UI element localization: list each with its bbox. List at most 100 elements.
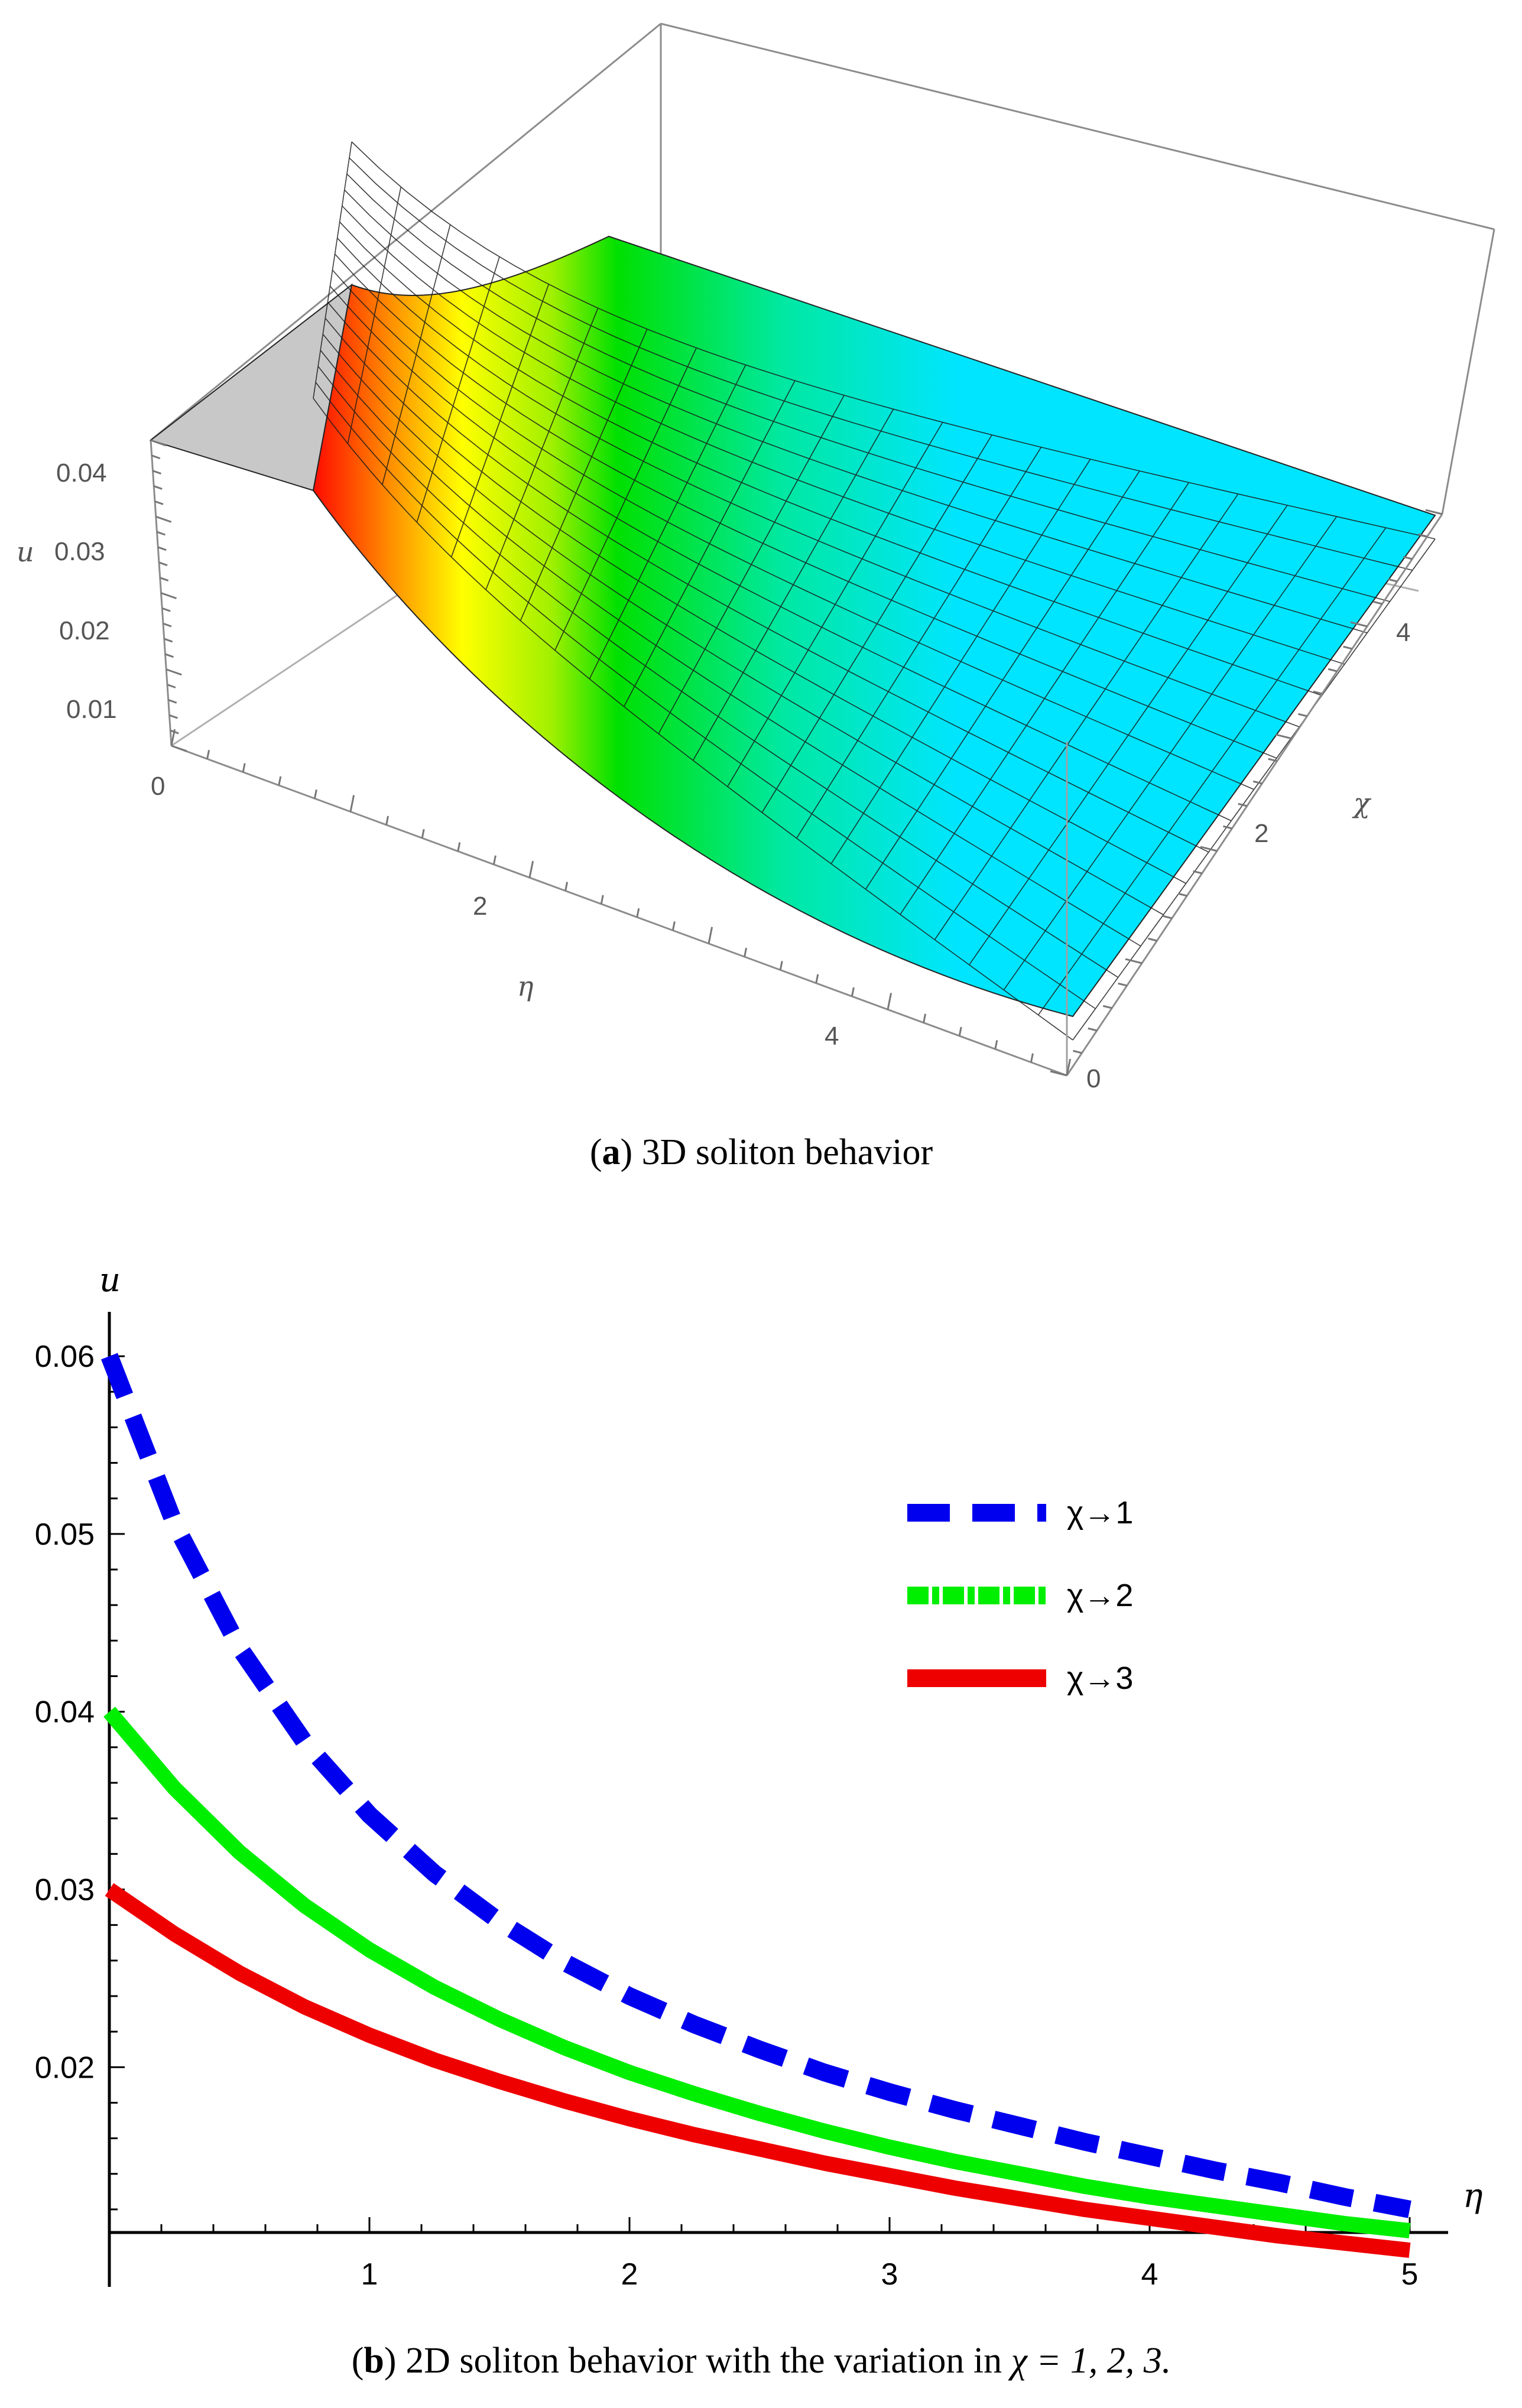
chi-tick bbox=[1313, 690, 1323, 695]
eta-tick bbox=[708, 927, 713, 944]
surface-3d bbox=[312, 235, 1436, 1018]
panel-a-caption-text: 3D soliton behavior bbox=[642, 1132, 933, 1172]
eta-tick bbox=[994, 1040, 998, 1049]
chi-tick bbox=[1177, 892, 1187, 897]
z-tick bbox=[150, 439, 167, 447]
mesh-line-chi bbox=[342, 205, 1345, 665]
panel-b-ticks bbox=[109, 1355, 1411, 2232]
chi-tick bbox=[1073, 1049, 1082, 1054]
surface-mesh-lines bbox=[313, 141, 1436, 1041]
chi-tick bbox=[1298, 713, 1307, 717]
z-tick bbox=[157, 531, 165, 536]
eta-tick bbox=[242, 763, 246, 772]
chi-tick bbox=[1418, 533, 1427, 538]
eta-tick bbox=[1066, 1058, 1072, 1076]
eta-tick bbox=[958, 1026, 962, 1036]
eta-tick bbox=[457, 842, 461, 852]
x-axis-label: η bbox=[517, 970, 534, 1002]
eta-tick bbox=[206, 750, 210, 759]
legend-label-chi3: χ→3 bbox=[1067, 1660, 1133, 1696]
chi-tick bbox=[1148, 937, 1157, 942]
z-tick bbox=[165, 668, 182, 676]
z-tick-label: 0.04 bbox=[56, 459, 107, 488]
mesh-line-chi bbox=[327, 301, 1209, 853]
eta-tick bbox=[600, 895, 604, 905]
chi-tick bbox=[1163, 915, 1173, 919]
eta-tick bbox=[815, 974, 819, 984]
chi-tick bbox=[1200, 846, 1218, 852]
z-tick bbox=[154, 500, 164, 505]
eta-tick bbox=[313, 789, 317, 799]
b-y-tick-label: 0.04 bbox=[35, 1695, 95, 1730]
mesh-line-chi bbox=[315, 382, 1096, 1009]
b-series-line-3 bbox=[105, 1883, 1411, 2258]
eta-tick bbox=[385, 815, 390, 826]
mesh-line-chi bbox=[332, 269, 1254, 790]
z-tick bbox=[161, 607, 171, 612]
b-x-tick-label: 2 bbox=[621, 2257, 638, 2292]
mesh-line-chi bbox=[324, 317, 1186, 884]
panel-a-ticks bbox=[150, 439, 1443, 1077]
z-tick bbox=[152, 470, 161, 475]
chi-tick bbox=[1223, 825, 1232, 830]
b-x-tick-label: 4 bbox=[1141, 2257, 1158, 2292]
b-y-tick-label: 0.03 bbox=[35, 1873, 95, 1907]
mesh-line-chi bbox=[351, 141, 1436, 540]
b-y-tick-label: 0.02 bbox=[35, 2050, 95, 2085]
panel-a-caption: (a) 3D soliton behavior bbox=[590, 1132, 933, 1172]
chi-tick bbox=[1193, 870, 1202, 875]
chi-tick bbox=[1373, 600, 1383, 605]
panel-b-2d-plot: 1 2 3 4 5 0.02 0.03 0.04 0.05 0.06 u η χ→1 χ→2 χ→… bbox=[35, 1261, 1483, 2381]
mesh-line-chi bbox=[320, 350, 1141, 947]
z-tick bbox=[161, 592, 177, 600]
z-tick bbox=[164, 638, 173, 643]
chi-tick bbox=[1238, 802, 1248, 807]
eta-tick bbox=[779, 961, 783, 970]
panel-b-caption-math: χ = 1, 2, 3. bbox=[1008, 2341, 1171, 2381]
z-tick bbox=[171, 745, 187, 752]
eta-tick bbox=[851, 987, 855, 997]
chi-tick bbox=[1403, 555, 1413, 560]
mesh-line-chi bbox=[313, 398, 1073, 1041]
b-y-axis-label: u bbox=[99, 1261, 121, 1299]
eta-tick bbox=[671, 921, 676, 931]
chi-tick bbox=[1125, 958, 1143, 964]
z-tick bbox=[151, 454, 161, 460]
mesh-line-chi bbox=[346, 173, 1390, 602]
eta-tick bbox=[636, 908, 640, 918]
z-tick bbox=[169, 714, 178, 719]
legend: χ→1 χ→2 χ→3 bbox=[907, 1495, 1133, 1696]
z-tick bbox=[165, 653, 174, 658]
z-tick bbox=[157, 546, 167, 551]
panel-b-axes bbox=[108, 1312, 1448, 2287]
mesh-line-chi bbox=[317, 366, 1119, 978]
panel-b-letter: b bbox=[364, 2341, 384, 2381]
chi-tick bbox=[1343, 645, 1352, 650]
z-axis-label: u bbox=[17, 536, 34, 568]
z-tick bbox=[168, 699, 177, 704]
panel-b-caption: (b) 2D soliton behavior with the variati… bbox=[352, 2341, 1171, 2381]
b-series-line-1 bbox=[101, 1353, 1411, 2218]
chi-tick bbox=[1118, 982, 1127, 987]
chi-tick bbox=[1252, 780, 1263, 785]
b-x-axis-label: η bbox=[1463, 2177, 1483, 2215]
eta-tick bbox=[923, 1013, 927, 1023]
z-tick-label: 0.02 bbox=[59, 616, 110, 645]
chi-tick bbox=[1088, 1027, 1098, 1032]
mesh-line-chi bbox=[335, 254, 1277, 759]
z-tick bbox=[160, 577, 169, 581]
mesh-line-chi bbox=[329, 285, 1232, 821]
z-tick bbox=[167, 684, 176, 688]
b-y-tick-label: 0.06 bbox=[35, 1340, 95, 1374]
mesh-line-chi bbox=[344, 189, 1368, 633]
panel-b-series bbox=[101, 1353, 1411, 2258]
chi-tick bbox=[1388, 578, 1398, 583]
z-tick bbox=[163, 622, 172, 628]
eta-tick bbox=[492, 855, 496, 865]
y-axis-label: χ bbox=[1352, 787, 1372, 819]
eta-tick bbox=[349, 795, 355, 812]
z-tick bbox=[158, 561, 168, 567]
mesh-line-chi bbox=[339, 222, 1322, 696]
y-tick-label: 4 bbox=[1396, 618, 1410, 647]
